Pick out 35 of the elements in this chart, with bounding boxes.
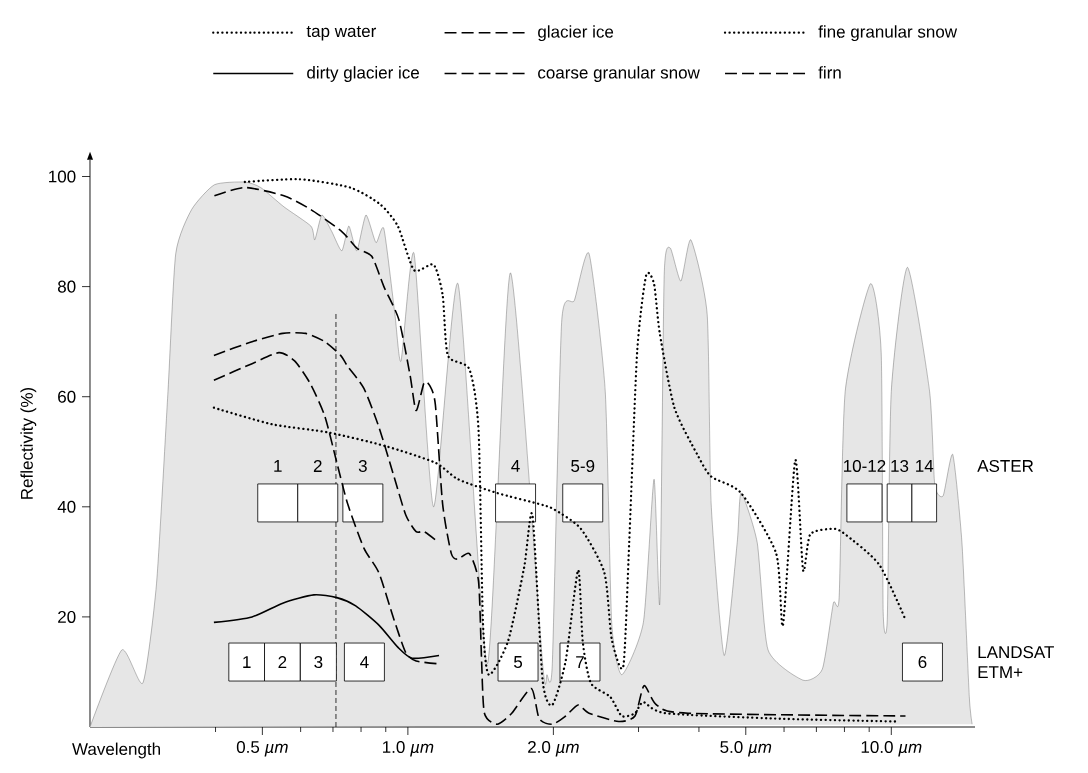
legend-label: dirty glacier ice	[307, 66, 419, 82]
annotation: 2	[278, 656, 287, 668]
y-tick-label: 20	[58, 610, 76, 623]
annotation: 5	[514, 656, 523, 668]
annotation: 2	[313, 460, 322, 472]
y-tick-label: 100	[49, 170, 76, 183]
text: ASTER	[977, 459, 1034, 472]
legend-label: fine granular snow	[818, 25, 958, 42]
annotation: 6	[918, 656, 927, 669]
y-tick-label: 80	[57, 280, 76, 293]
annotation: 5-9	[571, 459, 595, 472]
x-tick-label: 2.0 µm	[528, 740, 579, 757]
x-tick-label: 5.0 µm	[720, 740, 772, 757]
y-axis-title: Reflectivity (%)	[20, 387, 37, 499]
annotation: 3	[314, 656, 323, 669]
legend-label: glacier ice	[538, 25, 614, 42]
annotation: 14	[916, 460, 934, 472]
annotation: 13	[891, 459, 909, 472]
x-tick-label: 10.0 µm	[861, 740, 922, 757]
y-tick-label: 40	[57, 500, 76, 513]
y-tick-label: 60	[58, 390, 76, 403]
legend-label: firn	[818, 66, 841, 79]
annotation: 4	[360, 656, 369, 668]
legend-label: tap water	[306, 25, 377, 41]
legend-label: coarse granular snow	[538, 66, 700, 82]
annotation: 3	[358, 459, 367, 472]
annotation: 7	[576, 656, 584, 668]
annotation: 1	[243, 656, 251, 668]
text: LANDSAT ETM+	[978, 646, 1054, 678]
annotation: 4	[511, 460, 520, 472]
x-tick-label: 1.0 µm	[383, 740, 434, 757]
x-axis-title: Wavelength	[72, 742, 160, 759]
x-tick-label: 0.5 µm	[236, 740, 288, 757]
annotation: 1	[274, 460, 282, 472]
annotation: 10-12	[844, 459, 886, 472]
